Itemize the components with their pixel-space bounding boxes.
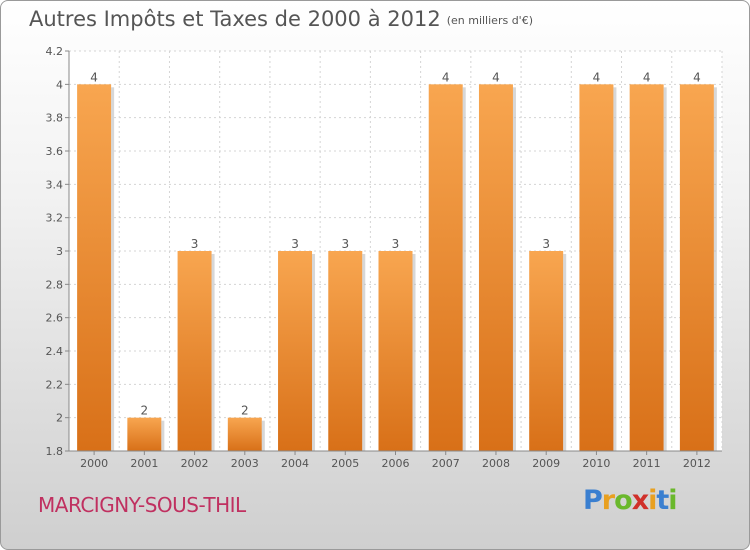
x-tick-label: 2002 bbox=[181, 457, 209, 470]
x-tick-label: 2004 bbox=[281, 457, 309, 470]
bar-shadow bbox=[111, 87, 115, 451]
logo-letter: i bbox=[648, 485, 657, 516]
bar-value-label: 4 bbox=[442, 70, 450, 84]
bar bbox=[278, 251, 313, 451]
bar-shadow bbox=[462, 87, 466, 451]
bar-shadow bbox=[261, 420, 265, 451]
chart-title-text: Autres Impôts et Taxes de 2000 à 2012 bbox=[29, 7, 441, 31]
chart-title: Autres Impôts et Taxes de 2000 à 2012 (en… bbox=[29, 7, 533, 31]
logo-letter: i bbox=[668, 485, 677, 516]
bar-value-label: 4 bbox=[492, 70, 500, 84]
bar-value-label: 3 bbox=[191, 237, 199, 251]
bar bbox=[227, 417, 262, 451]
y-tick-label: 3.8 bbox=[46, 112, 64, 125]
bar bbox=[328, 251, 363, 451]
y-tick-label: 3.6 bbox=[46, 145, 64, 158]
bar bbox=[629, 84, 664, 451]
x-tick-label: 2006 bbox=[382, 457, 410, 470]
bar-value-label: 3 bbox=[542, 237, 550, 251]
bar-value-label: 4 bbox=[90, 70, 98, 84]
x-tick-label: 2001 bbox=[130, 457, 158, 470]
x-tick-label: 2008 bbox=[482, 457, 510, 470]
x-tick-label: 2010 bbox=[582, 457, 610, 470]
bar-shadow bbox=[613, 87, 617, 451]
bar-value-label: 3 bbox=[291, 237, 299, 251]
x-tick-label: 2003 bbox=[231, 457, 259, 470]
bar-value-label: 4 bbox=[693, 70, 701, 84]
y-tick-label: 2.4 bbox=[46, 345, 64, 358]
bar-shadow bbox=[512, 87, 516, 451]
bar-value-label: 3 bbox=[392, 237, 400, 251]
y-tick-label: 3 bbox=[56, 245, 63, 258]
bar-value-label: 4 bbox=[643, 70, 651, 84]
logo-letter: o bbox=[614, 485, 633, 516]
bar-shadow bbox=[563, 254, 567, 451]
x-tick-label: 2011 bbox=[633, 457, 661, 470]
x-tick-label: 2007 bbox=[432, 457, 460, 470]
bar bbox=[478, 84, 513, 451]
bar-value-label: 2 bbox=[241, 404, 249, 418]
logo-letter: x bbox=[631, 485, 649, 516]
bar-shadow bbox=[161, 420, 165, 451]
logo-letter: t bbox=[656, 485, 669, 516]
bar bbox=[679, 84, 714, 451]
logo-letter: r bbox=[601, 485, 615, 516]
y-tick-label: 2.8 bbox=[46, 278, 64, 291]
y-tick-label: 3.4 bbox=[46, 178, 64, 191]
bar bbox=[127, 417, 162, 451]
bar-shadow bbox=[312, 254, 316, 451]
bar bbox=[428, 84, 463, 451]
bar bbox=[579, 84, 614, 451]
y-tick-label: 4.2 bbox=[46, 45, 64, 58]
bar bbox=[378, 251, 413, 451]
bar-shadow bbox=[362, 254, 366, 451]
y-tick-label: 2 bbox=[56, 412, 63, 425]
bar bbox=[529, 251, 564, 451]
chart-subtitle: (en milliers d'€) bbox=[446, 14, 533, 27]
bar-shadow bbox=[713, 87, 717, 451]
y-tick-label: 2.2 bbox=[46, 378, 64, 391]
y-tick-label: 3.2 bbox=[46, 212, 64, 225]
bar-value-label: 4 bbox=[593, 70, 601, 84]
bar-value-label: 2 bbox=[141, 404, 149, 418]
proxiti-logo: Proxiti bbox=[583, 485, 678, 516]
x-tick-label: 2012 bbox=[683, 457, 711, 470]
y-tick-label: 1.8 bbox=[46, 445, 64, 458]
y-tick-label: 2.6 bbox=[46, 312, 64, 325]
x-tick-label: 2009 bbox=[532, 457, 560, 470]
bar bbox=[177, 251, 212, 451]
logo-letter: P bbox=[583, 485, 603, 516]
bar-shadow bbox=[663, 87, 667, 451]
bar bbox=[77, 84, 112, 451]
bar-shadow bbox=[211, 254, 215, 451]
x-tick-label: 2005 bbox=[331, 457, 359, 470]
bar-shadow bbox=[412, 254, 416, 451]
commune-name: MARCIGNY-SOUS-THIL bbox=[38, 493, 246, 517]
bar-value-label: 3 bbox=[341, 237, 349, 251]
x-tick-label: 2000 bbox=[80, 457, 108, 470]
y-tick-label: 4 bbox=[56, 78, 63, 91]
